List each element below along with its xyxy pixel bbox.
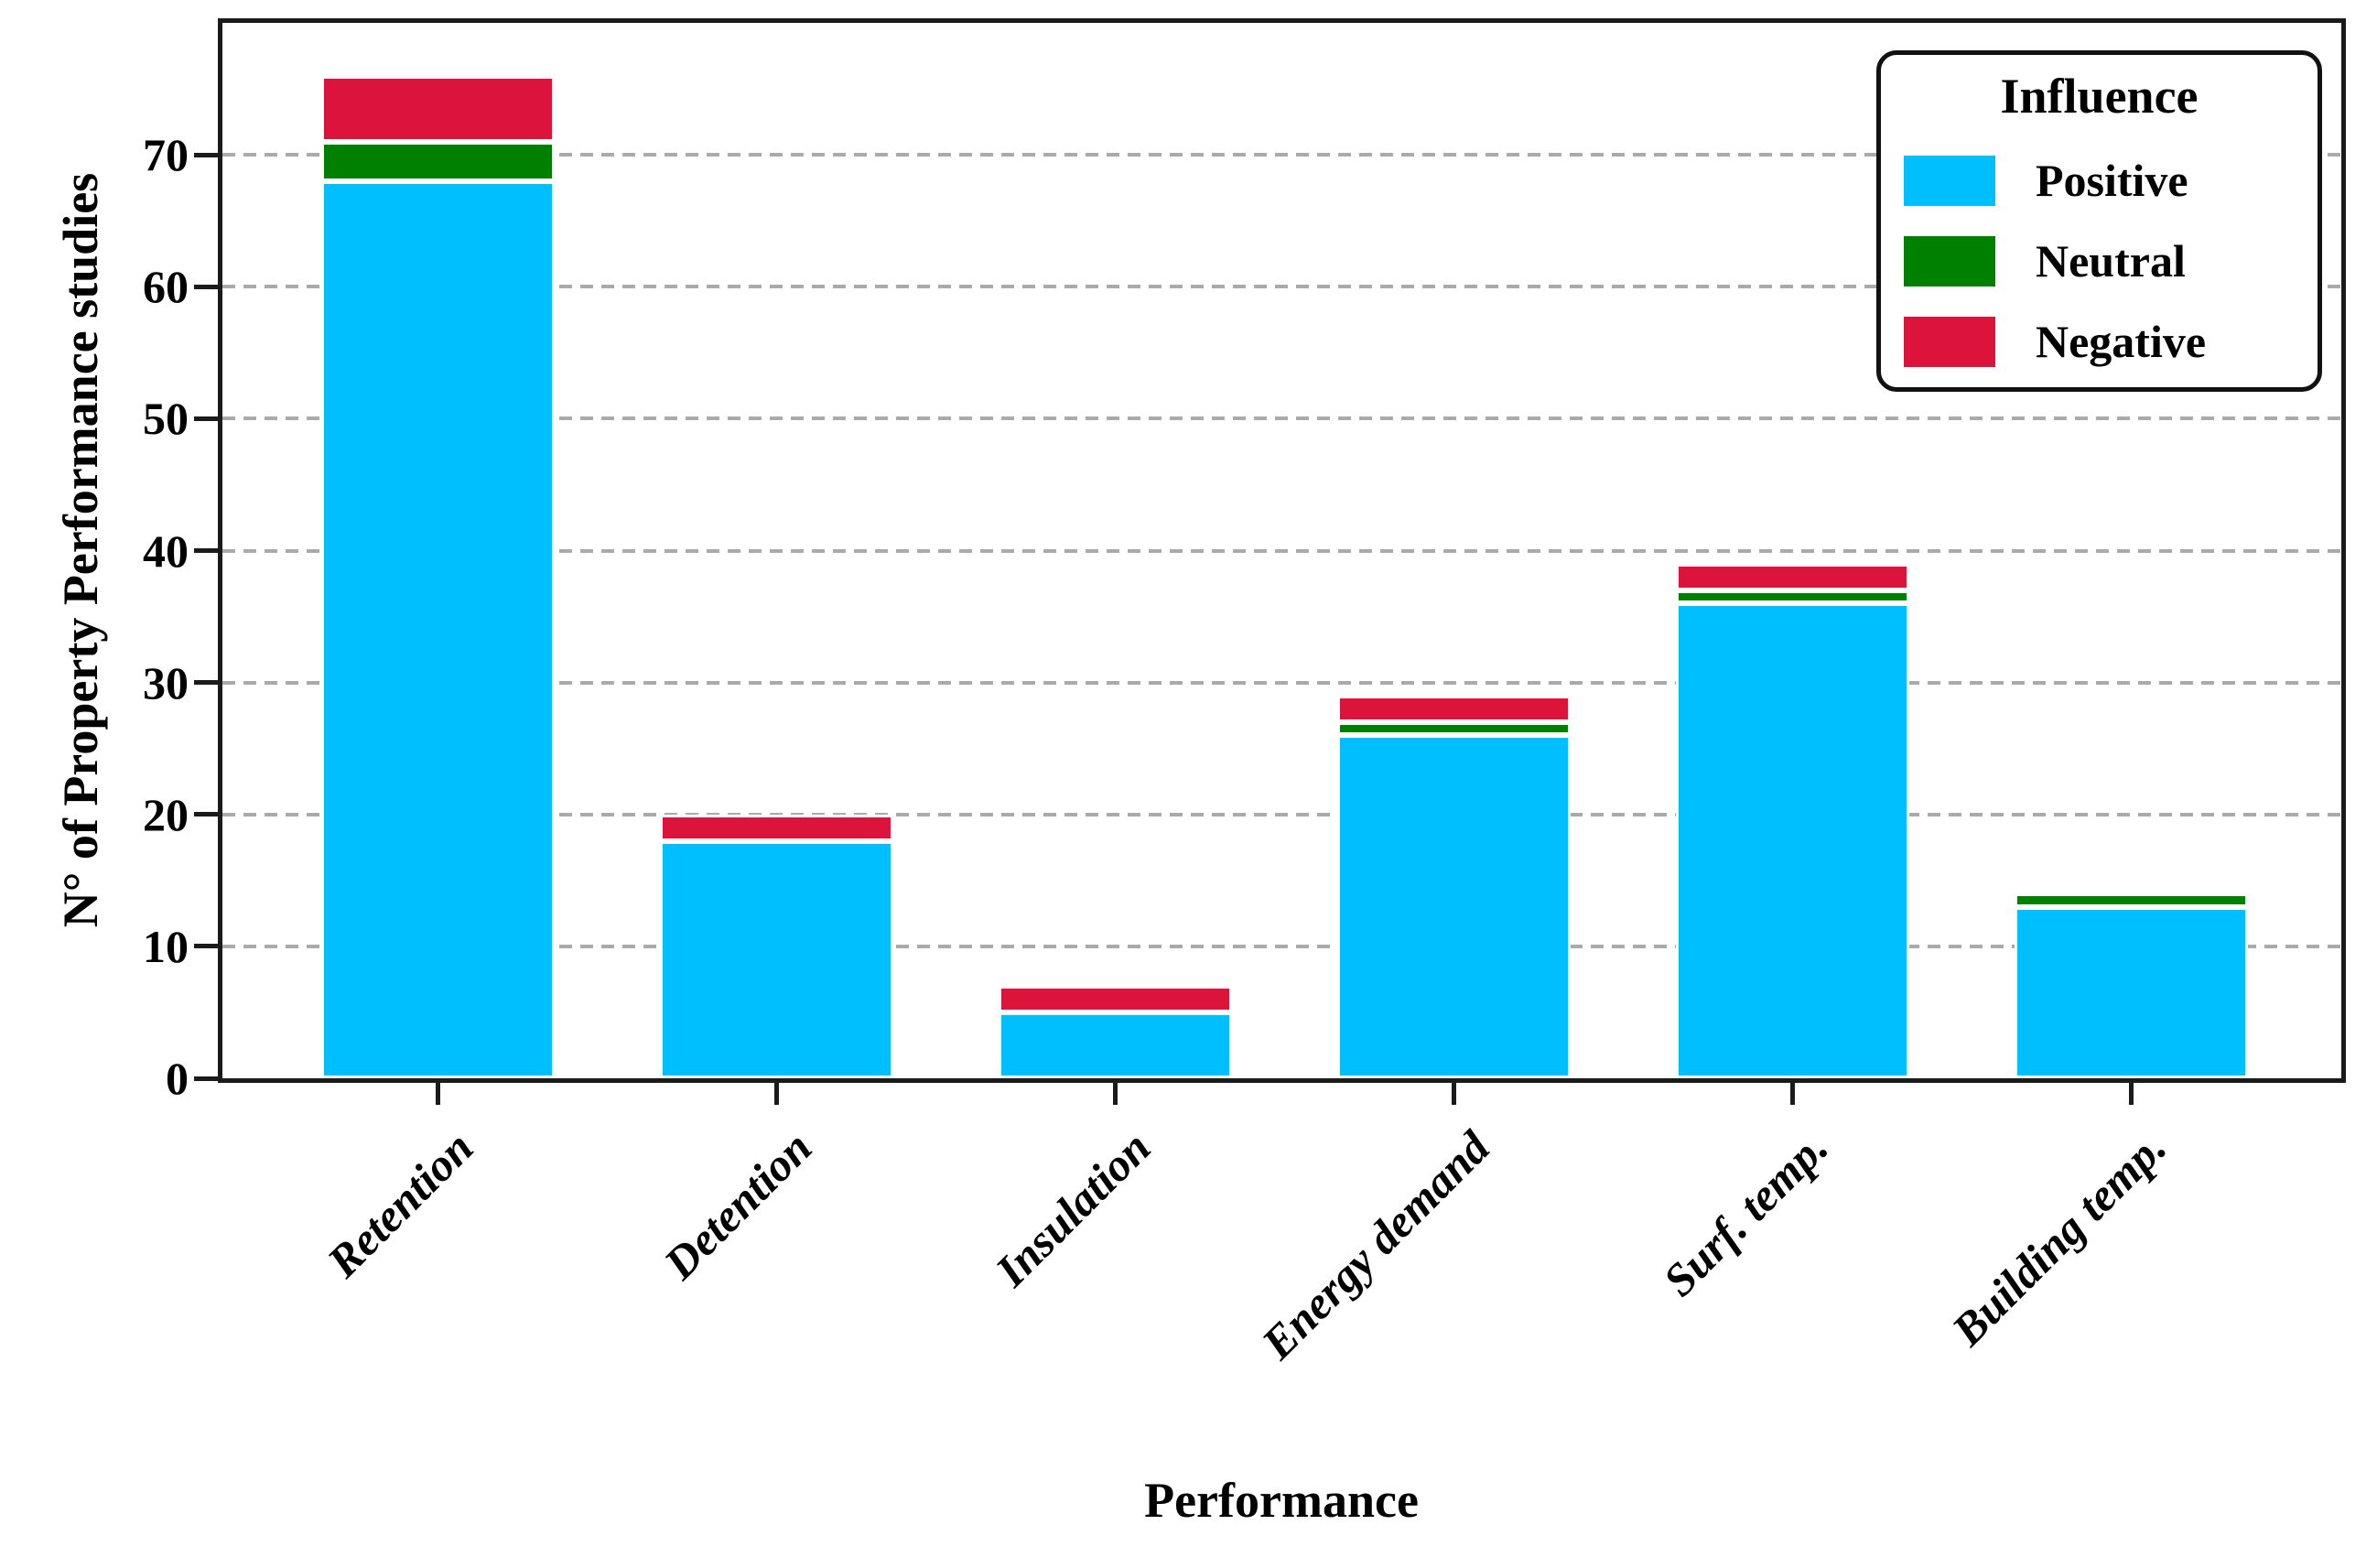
y-tick-label-70: 70 <box>143 129 189 181</box>
y-tick-label-30: 30 <box>143 656 189 708</box>
gridline-y-20 <box>222 812 2341 816</box>
x-category-label: Insulation <box>985 1121 1161 1296</box>
bar-segment-negative-4 <box>1336 696 1571 722</box>
x-category-label: Detention <box>654 1121 822 1289</box>
bar-segment-neutral-1 <box>320 141 555 181</box>
bar-segment-positive-4 <box>1336 735 1571 1078</box>
bar-segment-neutral-6 <box>2014 893 2248 907</box>
y-tick-label-10: 10 <box>143 920 189 972</box>
y-tick-label-50: 50 <box>143 393 189 445</box>
x-tick-2 <box>773 1083 779 1105</box>
bar-segment-positive-6 <box>2014 906 2248 1078</box>
y-tick-20 <box>194 812 218 817</box>
x-tick-6 <box>2128 1083 2134 1105</box>
bar-segment-negative-1 <box>320 75 555 142</box>
legend-row-positive: Positive <box>1904 154 2318 207</box>
y-tick-60 <box>194 284 218 289</box>
x-tick-5 <box>1789 1083 1795 1105</box>
y-tick-30 <box>194 680 218 686</box>
bar-segment-positive-3 <box>998 1011 1232 1078</box>
legend-rows: Positive Neutral Negative <box>1904 154 2318 368</box>
bar-energy-demand <box>1336 23 1571 1078</box>
legend-swatch-negative <box>1904 316 1995 367</box>
grid-layer <box>222 23 2341 1078</box>
legend-label-positive: Positive <box>2036 155 2188 206</box>
legend-label-negative: Negative <box>2036 316 2207 367</box>
x-tick-1 <box>435 1083 440 1105</box>
bar-segment-neutral-4 <box>1336 721 1571 736</box>
y-tick-10 <box>194 944 218 949</box>
bar-segment-neutral-5 <box>1675 589 1909 604</box>
bar-segment-positive-5 <box>1675 603 1909 1078</box>
y-tick-label-20: 20 <box>143 788 189 840</box>
bar-building-temp- <box>2014 23 2248 1078</box>
y-tick-70 <box>194 152 218 157</box>
y-tick-40 <box>194 548 218 553</box>
y-tick-50 <box>194 416 218 421</box>
bar-segment-positive-1 <box>320 180 555 1078</box>
legend: Influence Positive Neutral Negative <box>1876 50 2322 392</box>
bars-layer <box>222 23 2341 1078</box>
y-tick-label-0: 0 <box>166 1053 189 1104</box>
legend-swatch-positive <box>1904 155 1995 206</box>
x-tick-4 <box>1451 1083 1456 1105</box>
gridline-y-40 <box>222 548 2341 553</box>
x-category-label: Retention <box>317 1121 483 1288</box>
y-tick-label-60: 60 <box>143 261 189 313</box>
legend-label-neutral: Neutral <box>2036 235 2186 287</box>
y-tick-0 <box>194 1076 218 1081</box>
x-tick-3 <box>1112 1083 1118 1105</box>
y-tick-label-40: 40 <box>143 524 189 577</box>
bar-detention <box>659 23 893 1078</box>
gridline-y-50 <box>222 416 2341 421</box>
legend-row-neutral: Neutral <box>1904 234 2318 287</box>
bar-segment-negative-3 <box>998 986 1232 1012</box>
x-category-label: Building temp. <box>1941 1121 2177 1356</box>
gridline-y-70 <box>222 153 2341 157</box>
bar-retention <box>320 23 555 1078</box>
x-axis-label: Performance <box>1144 1473 1419 1528</box>
legend-row-negative: Negative <box>1904 315 2318 368</box>
legend-title: Influence <box>2000 69 2199 124</box>
bar-segment-negative-2 <box>659 814 893 841</box>
x-category-label: Surf. temp. <box>1652 1121 1838 1306</box>
gridline-y-30 <box>222 680 2341 685</box>
bar-insulation <box>998 23 1232 1078</box>
legend-swatch-neutral <box>1904 235 1995 287</box>
x-category-label: Energy demand <box>1251 1121 1499 1369</box>
gridline-y-10 <box>222 944 2341 948</box>
bar-segment-negative-5 <box>1675 563 1909 590</box>
gridline-y-60 <box>222 285 2341 289</box>
bar-segment-positive-2 <box>659 840 893 1078</box>
bar-surf-temp- <box>1675 23 1909 1078</box>
